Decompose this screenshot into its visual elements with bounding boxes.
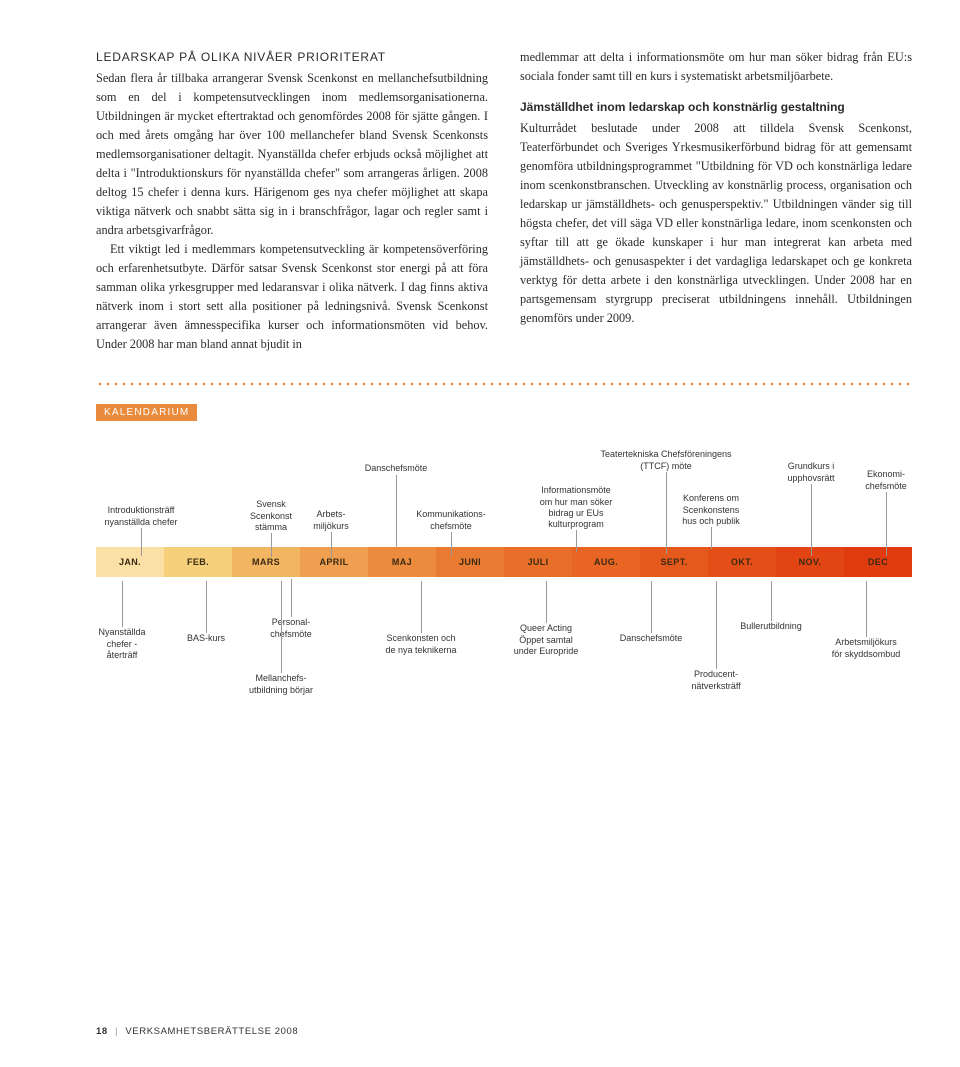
timeline-labels-top: Introduktionsträff nyanställda chefer Sve… (96, 427, 912, 547)
timeline-event-label: Teatertekniska Chefsföreningens (TTCF) m… (576, 449, 756, 472)
timeline-event-label: Kommunikations- chefsmöte (406, 509, 496, 532)
kalendarium-badge: KALENDARIUM (96, 404, 197, 421)
paragraph: Kulturrådet beslutade under 2008 att til… (520, 119, 912, 329)
timeline-event-label: Arbets- miljökurs (306, 509, 356, 532)
dotted-divider (96, 382, 912, 386)
timeline-event-label: Danschefsmöte (606, 633, 696, 644)
timeline-event-label: Mellanchefs- utbildning börjar (231, 673, 331, 696)
subheading: Jämställdhet inom ledarskap och konstnär… (520, 98, 912, 117)
timeline-event-label: Informationsmöte om hur man söker bidrag… (526, 485, 626, 530)
timeline-month: MAJ (368, 547, 436, 577)
timeline-month: NOV. (776, 547, 844, 577)
column-left: LEDARSKAP PÅ OLIKA NIVÅER PRIORITERAT Se… (96, 48, 488, 354)
footer-title: VERKSAMHETSBERÄTTELSE 2008 (125, 1026, 298, 1037)
timeline-event-label: Personal- chefsmöte (261, 617, 321, 640)
timeline-month: JUNI (436, 547, 504, 577)
timeline-event-label: Svensk Scenkonst stämma (241, 499, 301, 533)
paragraph: Sedan flera år tillbaka arrangerar Svens… (96, 69, 488, 240)
timeline-month-bar: JAN.FEB.MARSAPRILMAJJUNIJULIAUG.SEPT.OKT… (96, 547, 912, 577)
timeline-month: AUG. (572, 547, 640, 577)
timeline-event-label: Nyanställda chefer - återträff (92, 627, 152, 661)
timeline-month: SEPT. (640, 547, 708, 577)
timeline-month: OKT. (708, 547, 776, 577)
timeline-event-label: BAS-kurs (176, 633, 236, 644)
timeline-labels-bottom: Nyanställda chefer - återträffBAS-kursPe… (96, 577, 912, 717)
page-footer: 18 | VERKSAMHETSBERÄTTELSE 2008 (96, 1026, 298, 1037)
timeline-month: DEC (844, 547, 912, 577)
timeline-event-label: Arbetsmiljökurs för skyddsombud (816, 637, 916, 660)
timeline-month: APRIL (300, 547, 368, 577)
timeline-event-label: Grundkurs i upphovsrätt (776, 461, 846, 484)
timeline-event-label: Ekonomi- chefsmöte (856, 469, 916, 492)
column-right: medlemmar att delta i informationsmöte o… (520, 48, 912, 354)
timeline-event-label: Bullerutbildning (726, 621, 816, 632)
timeline-month: FEB. (164, 547, 232, 577)
timeline-event-label: Danschefsmöte (351, 463, 441, 474)
timeline-event-label: Producent- nätverksträff (676, 669, 756, 692)
article-columns: LEDARSKAP PÅ OLIKA NIVÅER PRIORITERAT Se… (96, 48, 912, 354)
paragraph: medlemmar att delta i informationsmöte o… (520, 48, 912, 86)
timeline-event-label: Konferens om Scenkonstens hus och publik (666, 493, 756, 527)
timeline-month: JAN. (96, 547, 164, 577)
section-heading: LEDARSKAP PÅ OLIKA NIVÅER PRIORITERAT (96, 48, 488, 67)
timeline-event-label: Queer Acting Öppet samtal under Europrid… (496, 623, 596, 657)
timeline-event-label: Introduktionsträff nyanställda chefer (96, 505, 186, 528)
paragraph: Ett viktigt led i medlemmars kompetensut… (96, 240, 488, 354)
timeline-month: MARS (232, 547, 300, 577)
footer-separator: | (115, 1026, 118, 1037)
timeline-event-label: Scenkonsten och de nya teknikerna (371, 633, 471, 656)
page-number: 18 (96, 1026, 108, 1037)
timeline-month: JULI (504, 547, 572, 577)
calendar-timeline: Introduktionsträff nyanställda chefer Sve… (96, 427, 912, 717)
